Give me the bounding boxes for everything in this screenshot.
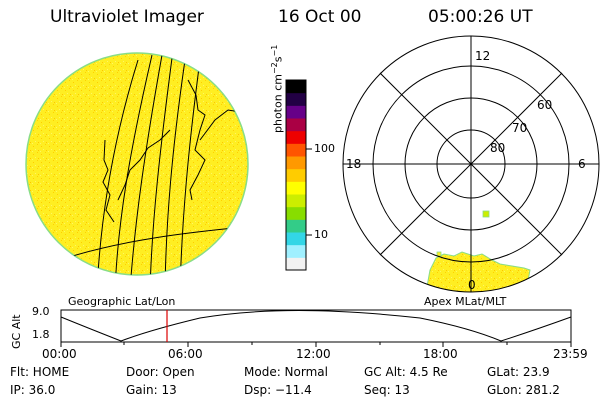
geographic-grid bbox=[59, 54, 248, 275]
altitude-curve bbox=[60, 310, 572, 342]
colorbar-cell bbox=[286, 257, 306, 271]
ip-field: IP: 36.0 bbox=[10, 383, 56, 397]
gc-alt-axis-label: GC Alt bbox=[10, 314, 23, 349]
x-label-2359: 23:59 bbox=[553, 347, 588, 361]
polar-diagonal-2 bbox=[379, 72, 563, 256]
mlt-label-0: 0 bbox=[468, 278, 476, 292]
geographic-label: Geographic Lat/Lon bbox=[68, 295, 176, 308]
colorbar-cell bbox=[286, 168, 306, 182]
dsp-field: Dsp: −11.4 bbox=[244, 383, 312, 397]
apex-label: Apex MLat/MLT bbox=[424, 295, 507, 308]
lat-label-60: 60 bbox=[537, 98, 553, 112]
colorbar-cell bbox=[286, 232, 306, 246]
colorbar-cell bbox=[286, 118, 306, 132]
x-label-1800: 18:00 bbox=[423, 347, 458, 361]
lat-label-80: 80 bbox=[490, 141, 506, 155]
colorbar-cell bbox=[286, 206, 306, 220]
seq-field: Seq: 13 bbox=[364, 383, 410, 397]
flt-field: Flt: HOME bbox=[10, 365, 70, 379]
colorbar-cell bbox=[286, 130, 306, 144]
mode-field: Mode: Normal bbox=[244, 365, 328, 379]
glon-field: GLon: 281.2 bbox=[487, 383, 560, 397]
altitude-frame bbox=[60, 309, 572, 343]
colorbar-label-100: 100 bbox=[314, 142, 335, 155]
colorbar-cell bbox=[286, 244, 306, 258]
glat-field: GLat: 23.9 bbox=[487, 365, 550, 379]
colorbar-cell bbox=[286, 219, 306, 233]
earth-disk-image bbox=[25, 52, 249, 276]
colorbar-cell bbox=[286, 80, 306, 94]
x-label-0000: 00:00 bbox=[42, 347, 77, 361]
colorbar-unit-label: photon cm−2s−1 bbox=[270, 44, 285, 133]
aurora-spot bbox=[482, 210, 490, 218]
lat-label-70: 70 bbox=[512, 121, 528, 135]
colorbar-cell bbox=[286, 92, 306, 106]
instrument-title: Ultraviolet Imager bbox=[50, 7, 204, 27]
mlt-label-18: 18 bbox=[346, 157, 362, 171]
gc-alt-field: GC Alt: 4.5 Re bbox=[364, 365, 448, 379]
y-tick-9: 9.0 bbox=[32, 305, 50, 318]
gain-field: Gain: 13 bbox=[126, 383, 177, 397]
y-tick-1-8: 1.8 bbox=[32, 328, 50, 341]
x-label-0600: 06:00 bbox=[168, 347, 203, 361]
earth-disk bbox=[25, 52, 249, 276]
colorbar-cells bbox=[286, 80, 306, 271]
time-label: 05:00:26 UT bbox=[428, 7, 533, 27]
colorbar-frame bbox=[285, 79, 307, 271]
colorbar-cell bbox=[286, 181, 306, 195]
colorbar-cell bbox=[286, 143, 306, 157]
colorbar-cell bbox=[286, 194, 306, 208]
date-label: 16 Oct 00 bbox=[278, 7, 362, 27]
altitude-plot bbox=[60, 309, 572, 347]
colorbar-cell bbox=[286, 156, 306, 170]
colorbar bbox=[285, 79, 312, 271]
polar-plot bbox=[342, 35, 600, 293]
mlt-label-6: 6 bbox=[578, 157, 586, 171]
door-field: Door: Open bbox=[126, 365, 195, 379]
colorbar-label-10: 10 bbox=[314, 228, 328, 241]
x-label-1200: 12:00 bbox=[296, 347, 331, 361]
colorbar-cell bbox=[286, 105, 306, 119]
mlt-label-12: 12 bbox=[475, 49, 491, 63]
